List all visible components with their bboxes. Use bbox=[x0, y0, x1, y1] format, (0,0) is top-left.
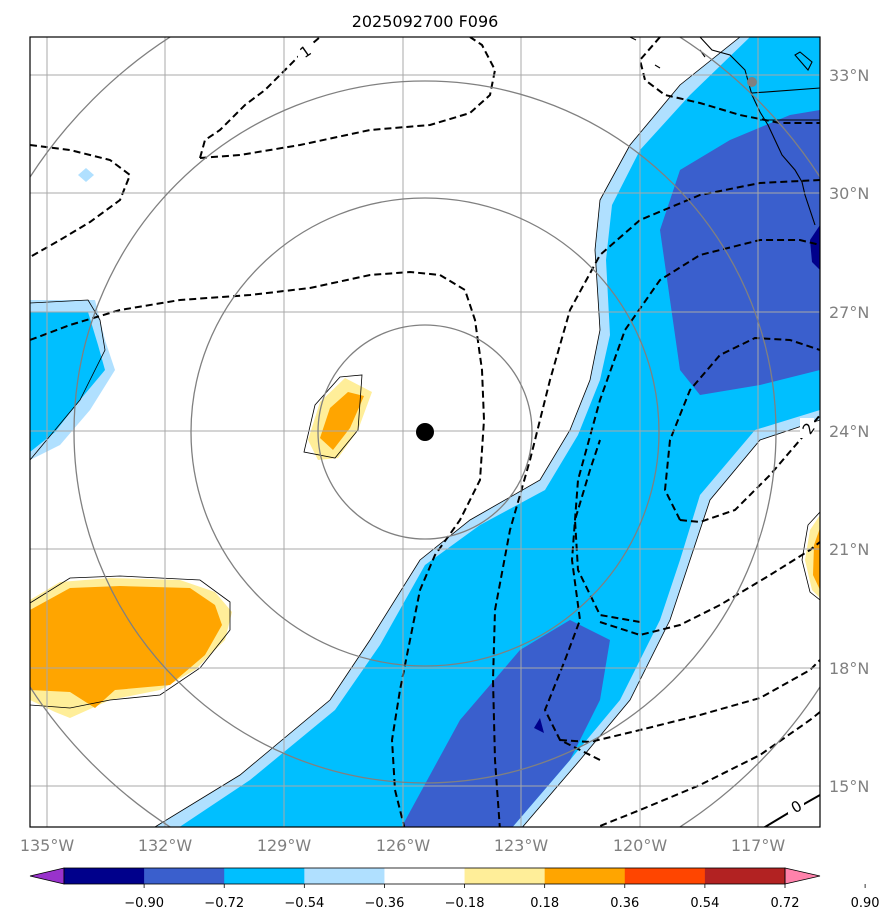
lat-label: 27°N bbox=[829, 303, 869, 322]
shading-dark-blue-cell bbox=[810, 225, 820, 270]
colorbar-bin-7 bbox=[624, 868, 706, 884]
colorbar-extend-max bbox=[784, 867, 821, 885]
colorbar-label: 0.36 bbox=[610, 896, 639, 911]
colorbar-label: −0.72 bbox=[204, 896, 244, 911]
storm-center-marker bbox=[416, 423, 434, 441]
lat-label: 33°N bbox=[829, 66, 869, 85]
colorbar bbox=[29, 867, 821, 885]
range-ring-3 bbox=[73, 80, 777, 784]
range-ring-2 bbox=[190, 197, 660, 667]
shading-west-blue bbox=[30, 312, 105, 452]
colorbar-label: 0.90 bbox=[851, 896, 880, 911]
lat-label: 15°N bbox=[829, 777, 869, 796]
map-frame bbox=[29, 36, 821, 828]
shading-dark-blue-dot bbox=[534, 718, 544, 733]
shading-center-orange bbox=[320, 392, 364, 450]
colorbar-extend-min bbox=[29, 867, 65, 885]
longitude-labels: 135°W 132°W 129°W 126°W 123°W 120°W 117°W bbox=[20, 836, 786, 855]
lon-label: 129°W bbox=[257, 836, 312, 855]
contour-label-bg-0 bbox=[788, 796, 804, 814]
lat-label: 18°N bbox=[829, 659, 869, 678]
lon-label: 120°W bbox=[613, 836, 668, 855]
range-rings bbox=[30, 37, 820, 827]
colorbar-bin-4 bbox=[384, 868, 466, 884]
colorbar-label: −0.90 bbox=[124, 896, 164, 911]
contour-label-bg-2 bbox=[800, 418, 814, 438]
map-panel: 1 2 0 bbox=[30, 37, 820, 827]
colorbar-bin-0 bbox=[64, 868, 145, 884]
colorbar-label: 0.72 bbox=[771, 896, 800, 911]
colorbar-bin-5 bbox=[464, 868, 546, 884]
colorbar-frame bbox=[63, 867, 786, 885]
latitude-labels: 33°N 30°N 27°N 24°N 21°N 18°N 15°N bbox=[829, 66, 869, 796]
lat-label: 30°N bbox=[829, 184, 869, 203]
contour-label-bg-1 bbox=[298, 41, 312, 59]
colorbar-bin-2 bbox=[224, 868, 305, 884]
colorbar-bin-1 bbox=[144, 868, 225, 884]
gridlines bbox=[30, 37, 820, 827]
colorbar-bin-6 bbox=[544, 868, 626, 884]
lon-label: 135°W bbox=[20, 836, 75, 855]
colorbar-label: −0.36 bbox=[365, 896, 405, 911]
shading-small-blue-dot bbox=[78, 168, 94, 182]
lon-label: 132°W bbox=[138, 836, 193, 855]
lat-label: 21°N bbox=[829, 540, 869, 559]
lon-label: 126°W bbox=[376, 836, 431, 855]
shading-outlines bbox=[30, 37, 820, 827]
colorbar-label: 0.54 bbox=[690, 896, 719, 911]
lat-label: 24°N bbox=[829, 422, 869, 441]
colorbar-bin-8 bbox=[704, 868, 786, 884]
shading-royal-blue-region-south bbox=[401, 620, 610, 827]
colorbar-labels: −0.90 −0.72 −0.54 −0.36 −0.18 0.18 0.36 0.54 0.7… bbox=[124, 884, 880, 911]
colorbar-label: −0.18 bbox=[445, 896, 485, 911]
lon-label: 117°W bbox=[731, 836, 786, 855]
plot-title: 2025092700 F096 bbox=[352, 12, 499, 31]
colorbar-label: 0.18 bbox=[530, 896, 559, 911]
colorbar-bin-3 bbox=[304, 868, 385, 884]
range-ring-1 bbox=[317, 324, 533, 540]
lon-label: 123°W bbox=[494, 836, 549, 855]
shading-blue-band bbox=[179, 37, 820, 827]
colorbar-label: −0.54 bbox=[284, 896, 324, 911]
city-marker bbox=[747, 77, 757, 87]
shading-royal-blue-region bbox=[660, 110, 820, 395]
